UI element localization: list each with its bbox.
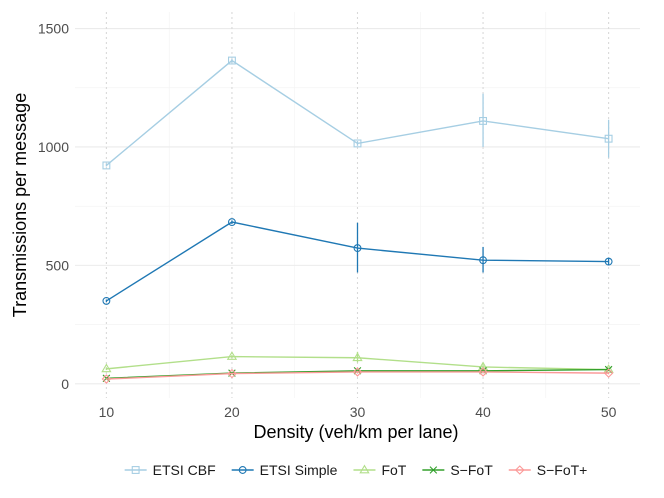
legend-label: S−FoT+: [537, 462, 588, 478]
data-point-fot: [101, 363, 112, 373]
y-tick-label: 1000: [38, 139, 69, 155]
x-tick-label: 40: [475, 404, 491, 420]
y-tick-label: 1500: [38, 21, 69, 37]
data-point-etsi-cbf: [353, 139, 362, 148]
axes: Density (veh/km per lane) Transmissions …: [10, 21, 617, 442]
legend-label: FoT: [381, 462, 406, 478]
data-point-fot: [352, 352, 363, 362]
legend-label: ETSI CBF: [153, 462, 216, 478]
grid: [75, 12, 640, 398]
y-tick-label: 0: [61, 376, 69, 392]
data-point-etsi-simple: [353, 244, 362, 253]
series-etsi-cbf: [102, 56, 613, 170]
legend-item-fot: FoT: [353, 462, 407, 478]
x-axis-title: Density (veh/km per lane): [253, 422, 458, 442]
series-fot: [101, 351, 614, 373]
y-tick-label: 500: [46, 257, 70, 273]
legend-label: ETSI Simple: [260, 462, 338, 478]
x-tick-label: 50: [601, 404, 617, 420]
data-point-etsi-cbf: [102, 161, 111, 170]
data-point-etsi-cbf: [227, 56, 236, 65]
legend-label: S−FoT: [450, 462, 493, 478]
data-point-etsi-simple: [604, 257, 613, 266]
legend-key-marker: [429, 466, 438, 474]
legend-item-s-fot: S−FoT+: [508, 462, 588, 478]
legend: ETSI CBF ETSI Simple FoT S−FoT S−FoT+: [124, 462, 588, 478]
x-tick-label: 30: [350, 404, 366, 420]
legend-item-etsi-simple: ETSI Simple: [231, 462, 338, 478]
y-axis-title: Transmissions per message: [10, 93, 30, 317]
series-layer: [101, 56, 614, 384]
data-point-s-fot: [352, 367, 363, 377]
data-point-fot: [226, 351, 238, 360]
legend-key-marker: [359, 464, 370, 474]
x-tick-label: 10: [99, 404, 115, 420]
data-point-etsi-cbf: [604, 134, 613, 143]
legend-item-etsi-cbf: ETSI CBF: [124, 462, 216, 478]
data-point-s-fot: [603, 368, 614, 378]
data-point-etsi-cbf: [479, 116, 488, 125]
data-point-etsi-simple: [102, 296, 111, 305]
legend-item-s-fot: S−FoT: [422, 462, 493, 478]
data-point-etsi-simple: [479, 256, 488, 265]
legend-key-marker: [238, 466, 247, 474]
x-tick-label: 20: [224, 404, 240, 420]
data-point-etsi-simple: [227, 218, 236, 227]
data-point-s-fot: [227, 368, 237, 379]
legend-key-marker: [131, 466, 140, 474]
data-point-s-fot: [101, 374, 112, 384]
data-point-s-fot: [478, 367, 488, 377]
series-s-fot: [101, 367, 614, 384]
legend-key-marker: [514, 465, 525, 475]
series-etsi-simple: [102, 218, 613, 305]
